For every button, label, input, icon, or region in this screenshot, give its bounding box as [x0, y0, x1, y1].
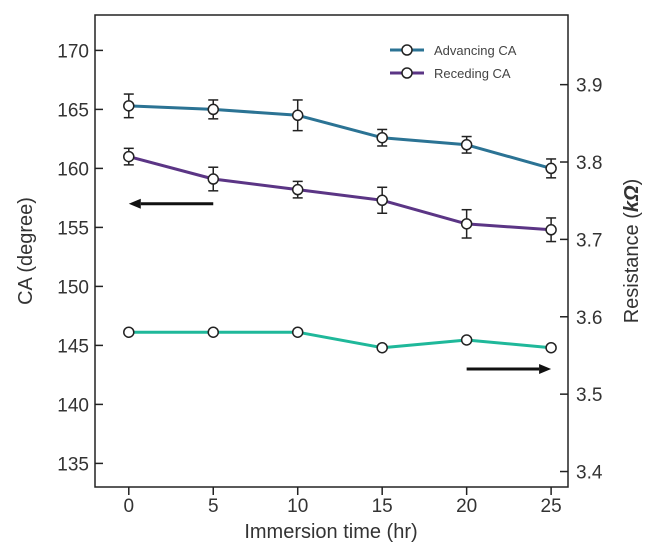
- plot-frame: [94, 14, 569, 488]
- data-point: [123, 326, 135, 338]
- data-point: [291, 183, 304, 196]
- data-point: [545, 162, 557, 175]
- data-point: [460, 218, 473, 230]
- y-tick-label: 150: [57, 277, 89, 298]
- y-tick-label: 135: [57, 454, 89, 475]
- legend-marker: [401, 44, 413, 56]
- data-point: [376, 341, 388, 354]
- data-point: [376, 194, 388, 207]
- data-point: [207, 326, 219, 338]
- data-point: [291, 109, 304, 122]
- data-point: [460, 139, 473, 151]
- x-tick-label: 10: [287, 496, 308, 517]
- legend: Advancing CA Receding CA: [390, 43, 517, 81]
- x-tick-label: 15: [372, 496, 393, 517]
- data-point: [291, 326, 304, 338]
- y-tick-label: 170: [57, 41, 89, 62]
- y2-tick-label: 3.7: [576, 230, 602, 251]
- y2-tick-label: 3.9: [576, 76, 602, 97]
- y2-tick-label: 3.5: [576, 385, 602, 406]
- data-point: [123, 100, 135, 112]
- x-tick-label: 25: [541, 496, 562, 517]
- data-point: [207, 173, 219, 185]
- right-axis: 3.4 3.5 3.6 3.7 3.8 3.9: [560, 76, 603, 484]
- arrow-head: [539, 364, 552, 374]
- y2-tick-label: 3.8: [576, 153, 602, 174]
- legend-marker: [401, 67, 413, 79]
- data-point: [123, 150, 135, 163]
- y2-tick-label: 3.4: [576, 463, 603, 484]
- x-tick-label: 0: [123, 496, 134, 517]
- series-line: [128, 330, 552, 350]
- y-tick-label: 165: [57, 100, 89, 121]
- x-axis-title: Immersion time (hr): [244, 521, 417, 543]
- y2-axis-title-unit: kΩ: [621, 185, 643, 212]
- series-layer: [123, 93, 557, 354]
- y2-axis-title-suffix: ): [621, 179, 643, 186]
- y-tick-label: 160: [57, 159, 89, 180]
- series-line: [128, 155, 552, 232]
- arrow-head: [128, 198, 141, 209]
- y2-tick-label: 3.6: [576, 308, 602, 329]
- legend-label: Advancing CA: [434, 43, 517, 58]
- y2-axis-title-prefix: Resistance (: [621, 212, 643, 323]
- y-tick-label: 140: [57, 395, 89, 416]
- annotation-layer: [128, 198, 552, 374]
- data-point: [460, 334, 473, 346]
- data-point: [545, 224, 557, 236]
- y-axis-title: CA (degree): [15, 197, 37, 305]
- x-tick-label: 5: [208, 496, 219, 517]
- data-point: [207, 103, 219, 116]
- y-tick-label: 145: [57, 336, 89, 357]
- y-tick-label: 155: [57, 218, 89, 239]
- data-point: [545, 341, 557, 354]
- series-line: [128, 104, 552, 170]
- data-point: [376, 131, 388, 144]
- y2-axis-title: Resistance (kΩ): [621, 179, 643, 324]
- x-tick-label: 20: [456, 496, 477, 517]
- x-axis: 0 5 10 15 20 25: [123, 487, 562, 517]
- legend-label: Receding CA: [434, 66, 511, 81]
- left-axis: 135 140 145 150 155 160 165 170: [57, 41, 103, 475]
